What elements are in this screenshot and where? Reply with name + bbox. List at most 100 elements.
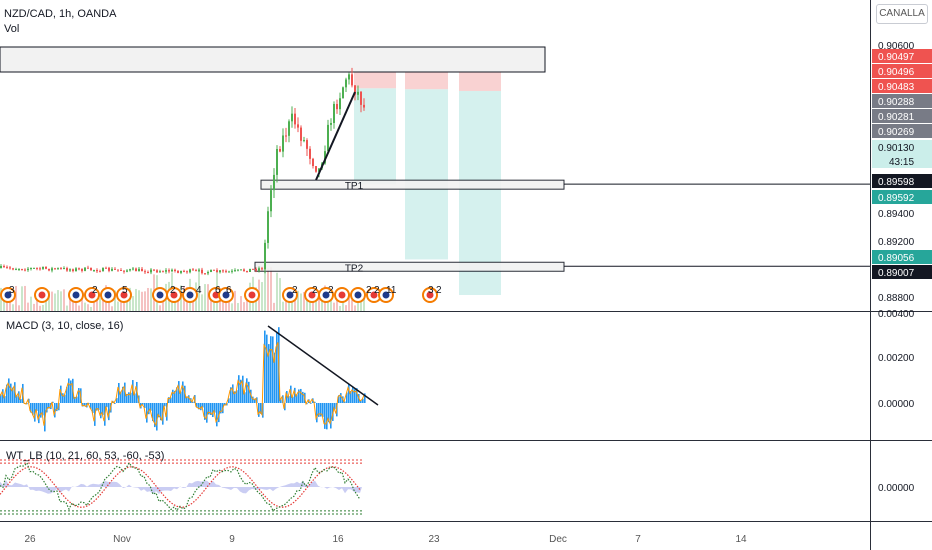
candle-body bbox=[162, 271, 164, 273]
macd-bar bbox=[306, 403, 308, 405]
wt-line-1 bbox=[0, 461, 361, 512]
volume-bar bbox=[12, 304, 14, 311]
event-marker-flag bbox=[212, 291, 220, 299]
wavetrend-lines bbox=[0, 459, 362, 515]
macd-bar bbox=[66, 386, 68, 403]
volume-bar bbox=[18, 305, 20, 311]
candle-body bbox=[6, 266, 8, 268]
event-count: 2 bbox=[374, 285, 380, 296]
price-axis[interactable]: 0.90600 0.89400 0.89200 0.88800 0.00400 0.002… bbox=[878, 41, 915, 494]
event-marker-flag bbox=[286, 291, 294, 299]
short-positions[interactable] bbox=[0, 46, 546, 295]
macd-bar bbox=[326, 403, 328, 430]
macd-bar bbox=[56, 403, 58, 412]
volume-bar bbox=[201, 294, 203, 311]
macd-bar bbox=[192, 401, 194, 403]
candle-body bbox=[27, 268, 29, 271]
volume-bar bbox=[135, 288, 137, 311]
candle-body bbox=[78, 268, 80, 270]
supply-zone bbox=[0, 46, 546, 73]
candle-body bbox=[249, 268, 251, 272]
macd-bar bbox=[164, 403, 166, 407]
candle-body bbox=[12, 268, 14, 270]
candle-body bbox=[333, 103, 335, 123]
price-badge-value: 0.90288 bbox=[878, 97, 915, 108]
macd-bar bbox=[160, 403, 162, 421]
macd-bar bbox=[292, 396, 294, 403]
candle-body bbox=[63, 268, 65, 270]
price-badge bbox=[872, 190, 932, 204]
event-marker-flag bbox=[382, 291, 390, 299]
candle-body bbox=[51, 268, 53, 271]
candle-body bbox=[165, 270, 167, 272]
event-marker-flag bbox=[222, 291, 230, 299]
volume-bar bbox=[51, 291, 53, 311]
macd-bar bbox=[298, 389, 300, 403]
event-marker-flag bbox=[248, 291, 256, 299]
candle-body bbox=[87, 267, 89, 269]
author-button[interactable]: CANALLA bbox=[876, 4, 928, 24]
macd-bar bbox=[54, 403, 56, 418]
volume-bar bbox=[57, 290, 59, 311]
tp-zones[interactable]: TP1 TP2 bbox=[254, 179, 870, 274]
price-trendline bbox=[315, 91, 356, 181]
macd-bar bbox=[64, 394, 66, 403]
macd-bar bbox=[254, 398, 256, 403]
event-count: 2 bbox=[366, 285, 372, 296]
candle-body bbox=[135, 268, 137, 272]
event-marker-flag bbox=[308, 291, 316, 299]
macd-bar bbox=[106, 403, 108, 408]
macd-bar bbox=[236, 390, 238, 403]
event-marker-flag bbox=[170, 291, 178, 299]
macd-bar bbox=[156, 403, 158, 431]
macd-bar bbox=[126, 393, 128, 403]
volume-bar bbox=[333, 302, 335, 311]
macd-bar bbox=[296, 394, 298, 403]
trendlines[interactable] bbox=[315, 91, 356, 181]
macd-bar bbox=[264, 330, 266, 403]
macd-bar bbox=[78, 388, 80, 403]
macd-bar bbox=[174, 390, 176, 403]
volume-bar bbox=[261, 282, 263, 311]
candle-body bbox=[48, 268, 50, 271]
volume-bar bbox=[240, 296, 242, 311]
volume-bar bbox=[210, 298, 212, 311]
event-marker-flag bbox=[104, 291, 112, 299]
volume-bar bbox=[273, 302, 275, 311]
macd-bar bbox=[260, 403, 262, 414]
volume-bar bbox=[231, 303, 233, 311]
price-badge bbox=[872, 64, 932, 78]
event-marker-flag bbox=[156, 291, 164, 299]
volume-bar bbox=[144, 291, 146, 311]
macd-bar bbox=[280, 399, 282, 403]
macd-bar bbox=[118, 383, 120, 403]
event-count: 6 bbox=[215, 285, 221, 296]
macd-bar bbox=[320, 403, 322, 417]
macd-bar bbox=[102, 403, 104, 416]
price-badge-value: 0.90496 bbox=[878, 67, 915, 78]
macd-bar bbox=[364, 393, 366, 403]
macd-bar bbox=[250, 389, 252, 403]
macd-bar bbox=[288, 396, 290, 403]
candle-body bbox=[255, 268, 257, 271]
macd-bar bbox=[196, 403, 198, 408]
candle-body bbox=[225, 270, 227, 272]
volume-bar bbox=[0, 287, 2, 311]
price-tick: 0.89200 bbox=[878, 237, 915, 248]
candle-body bbox=[237, 269, 239, 271]
volume-bar bbox=[330, 294, 332, 311]
macd-bar bbox=[180, 391, 182, 403]
volume-bar bbox=[270, 267, 272, 311]
volume-bar bbox=[150, 288, 152, 311]
volume-bar bbox=[27, 302, 29, 311]
time-axis[interactable]: 26 Nov 9 16 23 Dec 7 14 bbox=[24, 534, 747, 545]
event-count: 2 bbox=[328, 285, 334, 296]
price-badge-value: 0.90497 bbox=[878, 52, 915, 63]
candle-body bbox=[57, 268, 59, 270]
macd-bar bbox=[284, 403, 286, 411]
position-target-zone bbox=[405, 89, 448, 260]
event-marker-flag bbox=[38, 291, 46, 299]
price-badge-value: 0.89007 bbox=[878, 268, 915, 279]
economic-event-markers[interactable]: 3 2 5 2 5 4 6 6 2 2 2 2 2 11 3 2 bbox=[0, 285, 442, 303]
